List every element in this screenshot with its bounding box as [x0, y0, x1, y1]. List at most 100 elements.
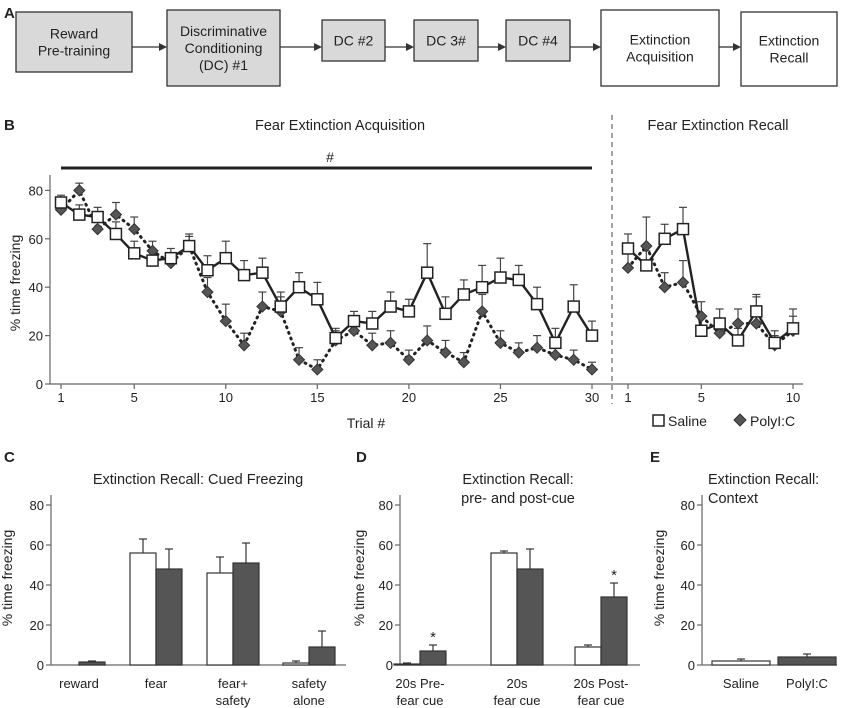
chart-c-polyic-bar [78, 661, 106, 666]
chart-b-saline-point [219, 251, 233, 265]
chart-b-recall-x-tick-label: 1 [624, 390, 631, 405]
chart-c-category-label: fear [145, 676, 168, 691]
chart-e-bar-2 [777, 656, 837, 666]
chart-d-saline-bar [490, 552, 518, 666]
chart-b-saline-point [164, 251, 178, 265]
chart-e-ylabel: % time freezing [651, 530, 667, 626]
chart-b-saline-point [420, 266, 434, 279]
panel-b-letter: B [4, 117, 15, 134]
chart-d-polyic-bar [600, 596, 628, 666]
chart-e-bar-1 [711, 660, 771, 666]
chart-b-polyic-point [402, 353, 416, 367]
legend: Saline PolyI:C [652, 413, 795, 429]
chart-e-title-line2: Context [708, 491, 758, 507]
chart-b-polyic-point [475, 305, 489, 318]
chart-b-saline-point [402, 305, 416, 318]
chart-c-category-label: safety [216, 693, 251, 708]
chart-b-saline-point [585, 329, 599, 342]
chart-b-saline-point [475, 280, 489, 294]
chart-d-y-tick-label: 0 [386, 658, 393, 673]
flow-box-1 [15, 11, 133, 73]
chart-c-y-tick-label: 0 [37, 658, 44, 673]
chart-e-y-tick-label: 20 [681, 618, 695, 633]
chart-b-y-tick-label: 40 [29, 280, 43, 295]
chart-b-recall-polyic-point [676, 276, 690, 289]
chart-c-y-tick-label: 20 [30, 618, 44, 633]
chart-b-recall-polyic-point [640, 239, 653, 253]
chart-b-saline-point [439, 307, 452, 321]
chart-b-recall-polyic-point [713, 326, 726, 340]
flow-arrowhead-4 [498, 43, 506, 51]
chart-d-category-label: fear cue [578, 693, 625, 708]
chart-b-polyic-point [109, 208, 123, 221]
chart-b-polyic-point [128, 222, 141, 236]
flow-box-1-label-2: Pre-training [38, 43, 110, 59]
chart-b-polyic-point [256, 300, 269, 313]
flow-arrowhead-1 [159, 43, 167, 51]
chart-b-ylabel: % time freezing [7, 235, 23, 331]
chart-b-recall-saline-point [621, 242, 635, 255]
chart-b-saline-point [329, 331, 342, 345]
chart-e-category-label: Saline [723, 676, 759, 691]
chart-b-recall-saline-point [676, 222, 690, 236]
flow-box-2-label-2: Conditioning [185, 40, 263, 56]
chart-e-y-tick-label: 40 [681, 578, 695, 593]
chart-b-saline-point [182, 239, 196, 253]
chart-b-saline-point [567, 300, 580, 313]
chart-c-y-tick-label: 60 [30, 538, 44, 553]
chart-b-recall-saline-point [695, 324, 708, 338]
chart-d-y-tick-label: 60 [379, 538, 393, 553]
chart-b-recall-x-tick-label: 10 [786, 390, 800, 405]
chart-d-category-label: fear cue [397, 693, 444, 708]
chart-d-title-line2: pre- and post-cue [461, 491, 575, 507]
chart-b-saline-point [73, 208, 86, 221]
flow-box-2 [166, 9, 281, 87]
chart-d-polyic-bar [516, 568, 544, 666]
chart-d-polyic-bar [419, 650, 447, 666]
chart-b-recall-polyic-line [626, 243, 795, 348]
chart-b-y-tick-label: 0 [36, 377, 43, 392]
chart-c-ylabel: % time freezing [0, 530, 15, 626]
panel-c-letter: C [4, 449, 15, 466]
chart-b-polyic-point [347, 324, 361, 337]
chart-d-y-tick-label: 20 [379, 618, 393, 633]
flow-box-4 [413, 19, 479, 62]
chart-b-polyic-point [420, 334, 434, 347]
flow-box-6-label-1: Extinction [630, 32, 691, 48]
chart-b-xlabel: Trial # [347, 415, 386, 431]
chart-b-polyic-point [384, 336, 397, 350]
chart-c-category-label: fear+ [218, 676, 248, 691]
flow-box-5 [505, 19, 571, 62]
chart-c-polyic-bar [308, 646, 336, 666]
flow-box-1-label-1: Reward [50, 26, 98, 42]
flow-arrowhead-2 [314, 43, 322, 51]
legend-polyic-marker [733, 413, 747, 427]
chart-b-saline-point [146, 254, 159, 267]
chart-d-significance-mark: * [430, 629, 436, 646]
chart-b-recall-saline-point [658, 232, 671, 246]
chart-b-recall-saline-point [786, 322, 800, 335]
chart-c-category-label: reward [59, 676, 99, 691]
panel-c-bar-chart: 0 20 40 60 80 reward fear fear+ safety safety alon… [30, 495, 346, 708]
chart-d-y-tick-label: 80 [379, 498, 393, 513]
chart-b-saline-point [549, 336, 562, 350]
chart-e-category-label: PolyI:C [786, 676, 828, 691]
chart-b-polyic-point [91, 222, 104, 236]
chart-b-saline-point [457, 288, 471, 301]
chart-b-saline-point [530, 297, 544, 311]
chart-b-polyic-point [292, 353, 306, 367]
chart-b-polyic-point [201, 285, 214, 299]
flow-arrowhead-6 [733, 43, 741, 51]
chart-b-y-tick-label: 60 [29, 232, 43, 247]
chart-c-polyic-bar [232, 562, 260, 666]
chart-b-recall-polyic-point [731, 317, 745, 330]
chart-b-polyic-point [219, 314, 233, 328]
chart-b-polyic-point [311, 363, 324, 376]
chart-c-saline-bar [282, 662, 310, 666]
chart-b-saline-line [60, 201, 594, 346]
flow-box-7-label-2: Recall [770, 50, 809, 66]
chart-c-title: Extinction Recall: Cued Freezing [93, 472, 303, 488]
chart-b-saline-point [347, 314, 361, 328]
chart-b-saline-point [384, 300, 397, 313]
